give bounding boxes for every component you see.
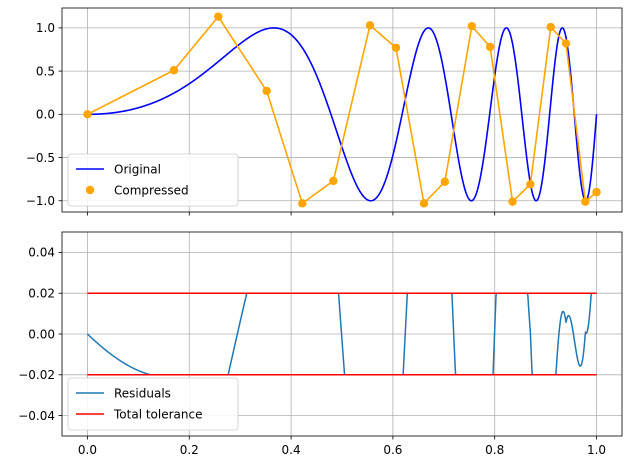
compressed-point [391, 43, 401, 52]
top-ytick-label: 0.0 [36, 108, 55, 122]
top-series [83, 12, 601, 208]
top-legend: Original Compressed [67, 153, 239, 207]
compressed-point [83, 110, 92, 119]
top-legend-label: Compressed [114, 183, 189, 197]
bottom-legend-label: Total tolerance [113, 407, 202, 421]
compressed-point [467, 21, 477, 31]
compressed-point [298, 199, 307, 208]
top-ytick-label: 1.0 [36, 21, 55, 35]
compressed-point [561, 39, 571, 48]
chart-residuals: 0.0 0.2 0.4 0.6 0.8 1.0 −0.04 −0.02 0.00 0.02 0.04… [18, 231, 623, 457]
bottom-ytick-label: −0.04 [18, 409, 55, 423]
top-ytick-label: −0.5 [26, 151, 55, 165]
bottom-legend-label: Residuals [114, 386, 171, 400]
compressed-point [365, 21, 375, 30]
compressed-point [546, 22, 555, 32]
bottom-xtick-label: 1.0 [587, 443, 606, 457]
compressed-point [581, 197, 590, 206]
top-axes-frame [61, 7, 623, 213]
compressed-point [508, 197, 517, 206]
bottom-ticks: 0.0 0.2 0.4 0.6 0.8 1.0 −0.04 −0.02 0.00 0.02 0.04 [18, 246, 606, 457]
top-ticks: −1.0 −0.5 0.0 0.5 1.0 [26, 21, 597, 216]
bottom-ytick-label: −0.02 [18, 368, 55, 382]
compressed-point [214, 12, 223, 21]
bottom-legend-box [67, 377, 239, 431]
bottom-ytick-label: 0.02 [28, 287, 55, 301]
bottom-ytick-label: 0.04 [28, 246, 55, 260]
compressed-point [419, 199, 429, 208]
bottom-xtick-label: 0.6 [383, 443, 402, 457]
compressed-point [169, 66, 179, 75]
bottom-series [86, 292, 597, 376]
compressed-point [262, 86, 271, 96]
bottom-legend: Residuals Total tolerance [67, 377, 239, 431]
compressed-point [485, 42, 495, 52]
top-ytick-label: −1.0 [26, 194, 55, 208]
bottom-xtick-label: 0.0 [78, 443, 97, 457]
bottom-xtick-label: 0.2 [180, 443, 199, 457]
compressed-point [329, 176, 338, 186]
top-legend-label: Original [114, 162, 161, 176]
compressed-point [526, 180, 535, 189]
bottom-xtick-label: 0.4 [282, 443, 301, 457]
compressed-point [592, 187, 601, 197]
bottom-xtick-label: 0.8 [485, 443, 504, 457]
top-ytick-label: 0.5 [36, 64, 55, 78]
top-legend-box [67, 153, 239, 207]
bottom-ytick-label: 0.00 [28, 327, 55, 341]
compressed-point [440, 177, 450, 186]
top-legend-marker [85, 185, 95, 195]
chart-original-vs-compressed: −1.0 −0.5 0.0 0.5 1.0 Original Compressed [26, 7, 623, 216]
